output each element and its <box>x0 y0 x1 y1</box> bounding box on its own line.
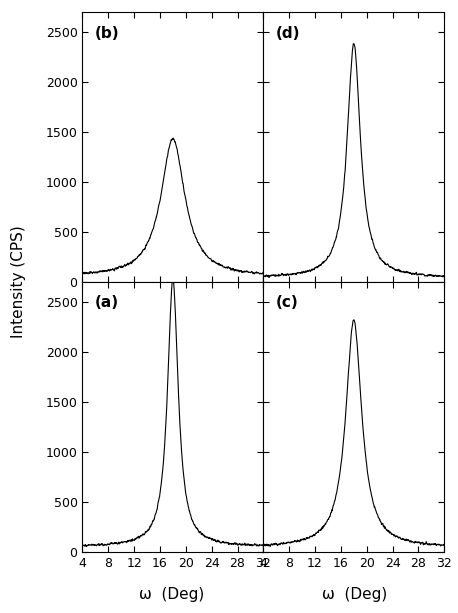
Text: (a): (a) <box>95 295 119 310</box>
Text: (d): (d) <box>276 26 300 40</box>
Text: ω  (Deg): ω (Deg) <box>322 587 387 602</box>
Text: (b): (b) <box>95 26 120 40</box>
Text: ω  (Deg): ω (Deg) <box>139 587 204 602</box>
Text: Intensity (CPS): Intensity (CPS) <box>11 226 26 338</box>
Text: (c): (c) <box>276 295 299 310</box>
